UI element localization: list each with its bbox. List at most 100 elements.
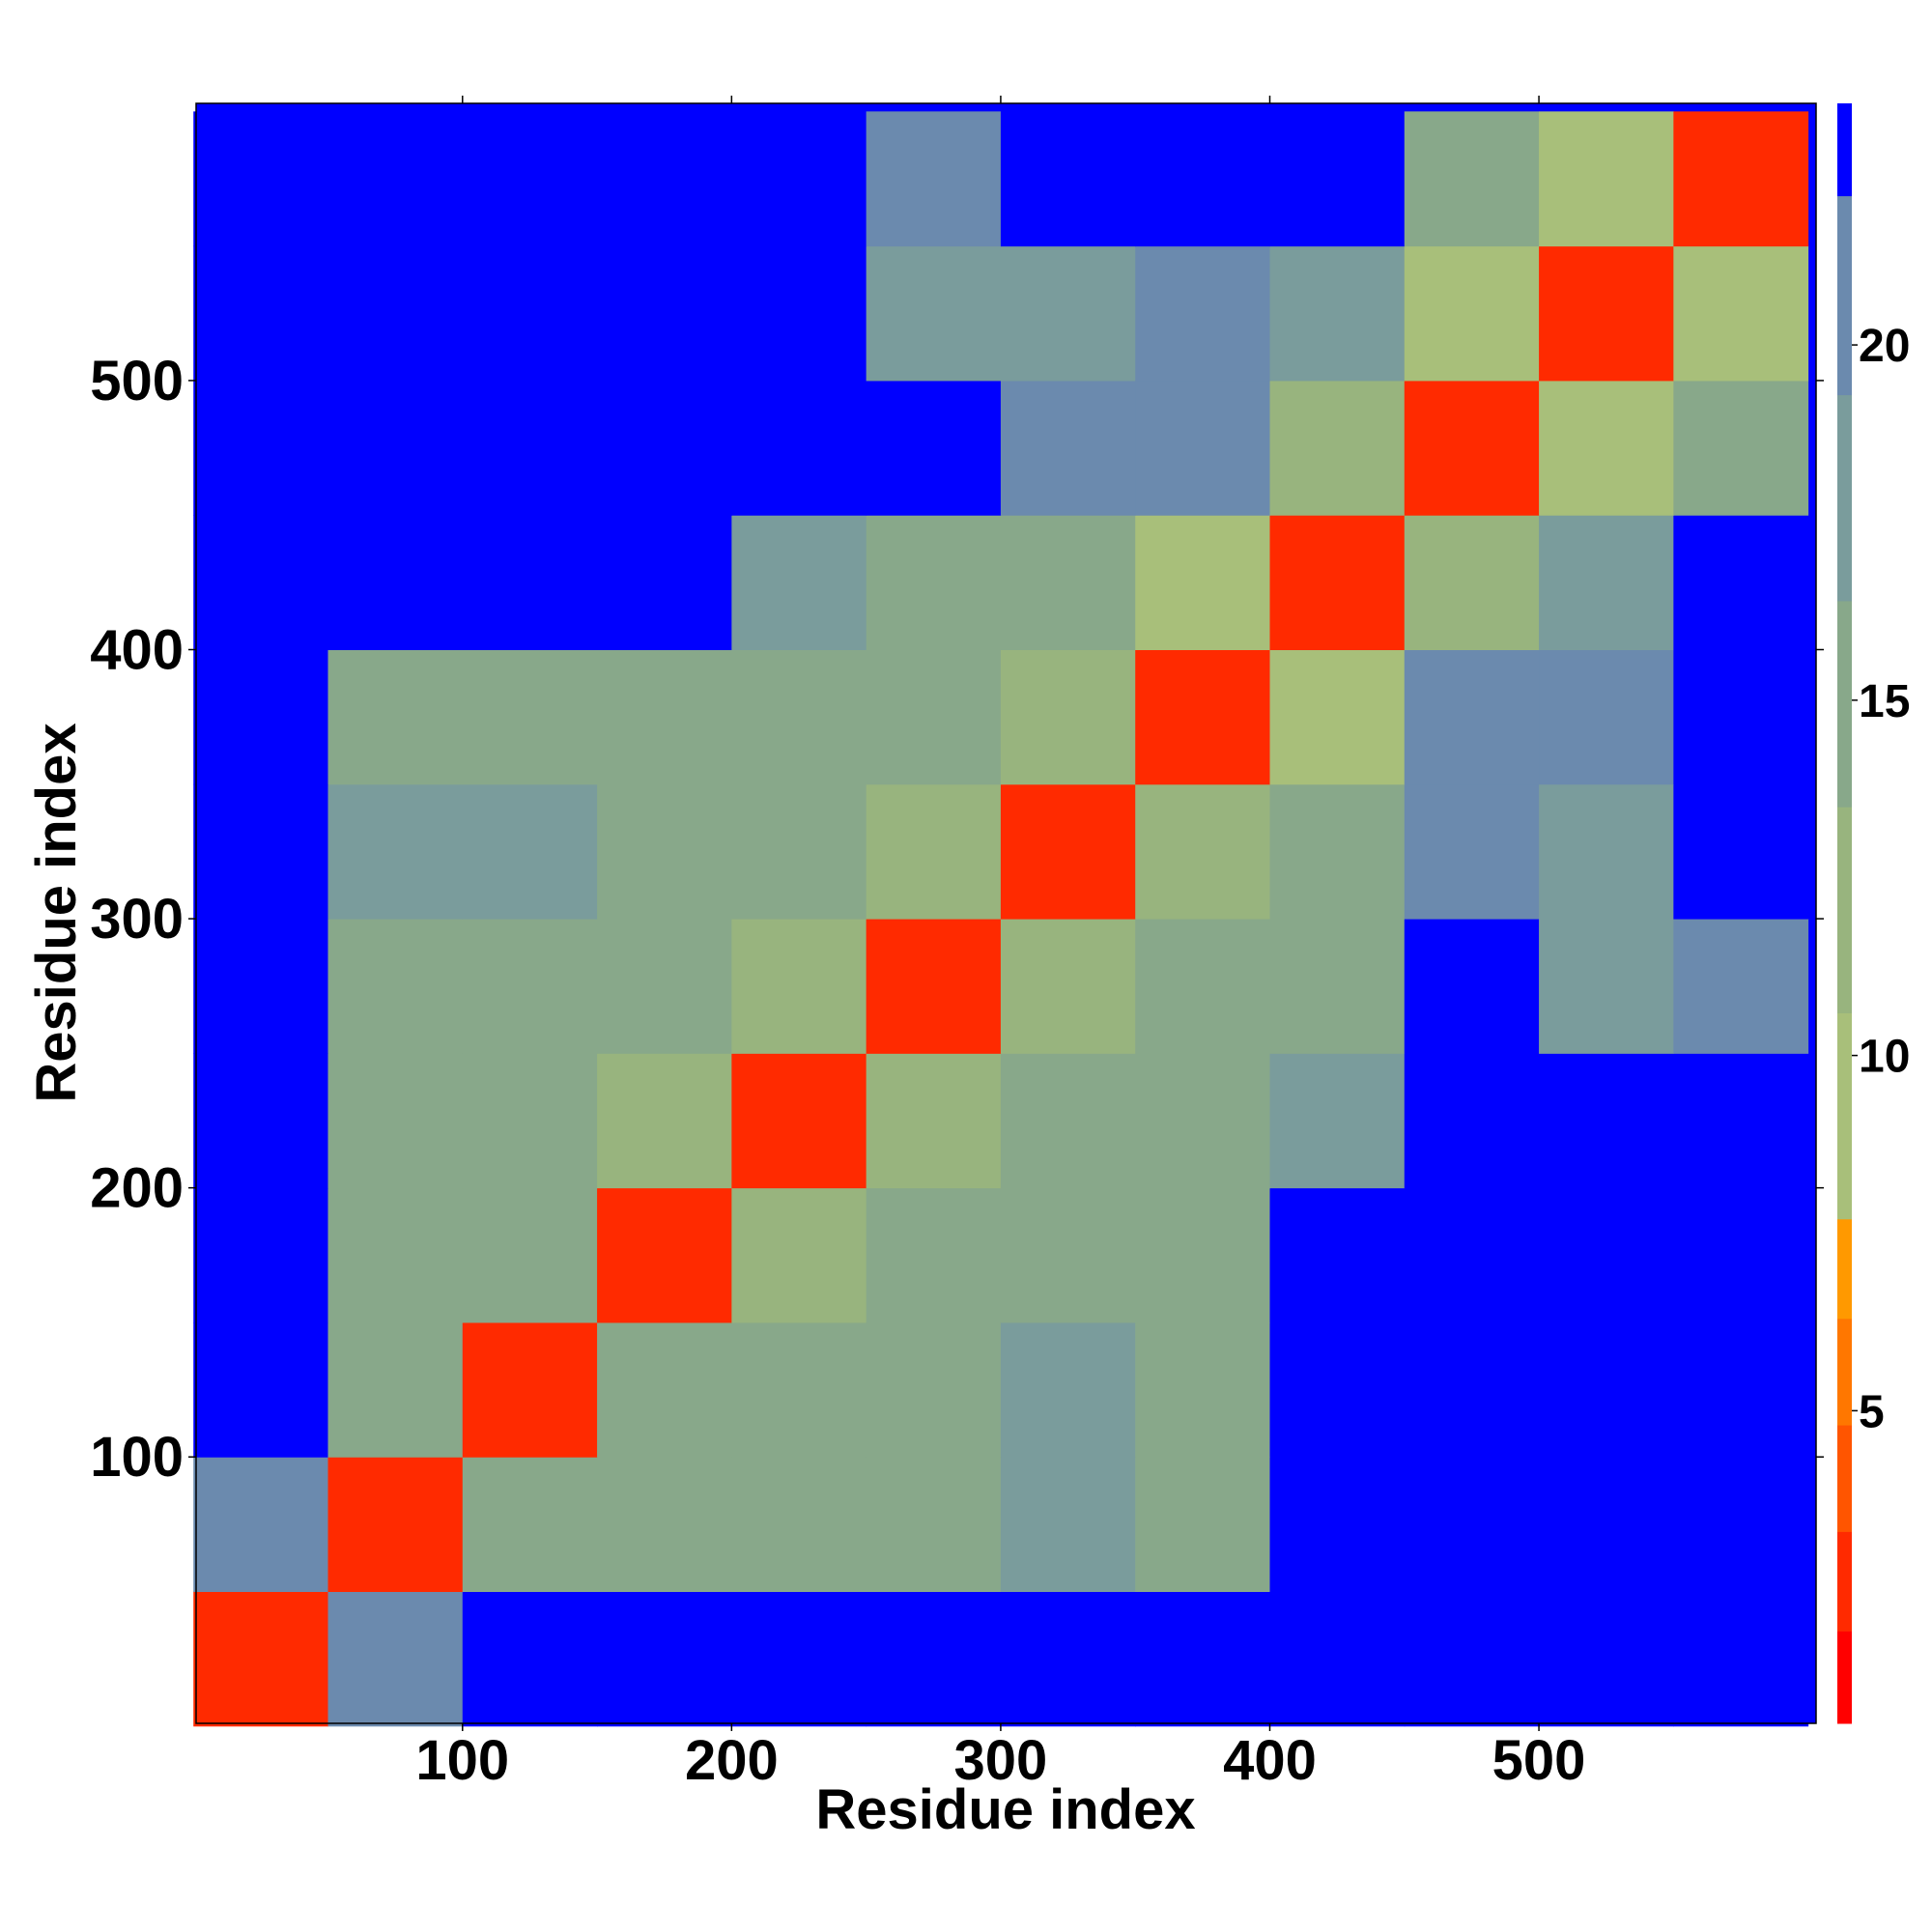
heatmap-cell <box>866 919 1002 1054</box>
heatmap-cell <box>866 111 1002 247</box>
heatmap-cell <box>462 1591 598 1727</box>
heatmap-cell <box>462 380 598 516</box>
heatmap-cell <box>1539 783 1674 920</box>
heatmap-cell <box>597 1457 732 1592</box>
heatmap-cell <box>193 380 328 516</box>
heatmap-cell <box>1269 1591 1406 1727</box>
heatmap-cell <box>597 515 732 650</box>
heatmap-cell <box>1404 245 1540 382</box>
heatmap-cell <box>1269 380 1406 516</box>
heatmap-cell <box>1000 380 1136 516</box>
heatmap-cell <box>327 515 464 650</box>
heatmap-cell <box>1673 1053 1809 1189</box>
heatmap-cell <box>327 111 464 247</box>
heatmap-cell <box>1539 1187 1674 1323</box>
heatmap-cell <box>1135 111 1270 247</box>
heatmap-cell <box>866 1187 1002 1323</box>
heatmap-cell <box>1404 1457 1540 1592</box>
colorbar-segment <box>1837 1425 1852 1532</box>
heatmap-cell <box>1269 1187 1406 1323</box>
heatmap-cell <box>866 649 1002 785</box>
heatmap-cell <box>597 783 732 920</box>
heatmap-cell <box>193 515 328 650</box>
heatmap-cell <box>327 245 464 382</box>
heatmap-cell <box>1673 1321 1809 1458</box>
x-tick-label: 500 <box>1492 1729 1586 1792</box>
heatmap-cell <box>462 515 598 650</box>
heatmap-cell <box>1673 649 1809 785</box>
heatmap-cell <box>1000 515 1136 650</box>
x-axis-label: Residue index <box>815 1778 1195 1841</box>
heatmap-cell <box>597 1591 732 1727</box>
heatmap-cell <box>1269 649 1406 785</box>
heatmap-cell <box>1269 111 1406 247</box>
heatmap-cell <box>1539 1321 1674 1458</box>
heatmap-cell <box>1404 515 1540 650</box>
heatmap-cell <box>731 515 867 650</box>
heatmap-cell <box>1000 1321 1136 1458</box>
heatmap-cell <box>1404 380 1540 516</box>
heatmap-cell <box>193 1457 328 1592</box>
heatmap-cell <box>462 919 598 1054</box>
heatmap-cell <box>731 783 867 920</box>
x-tick-label: 400 <box>1223 1729 1317 1792</box>
heatmap-cell <box>327 919 464 1054</box>
heatmap-cell <box>1135 1591 1270 1727</box>
heatmap-cell <box>731 649 867 785</box>
heatmap-cell <box>1269 1457 1406 1592</box>
colorbar-segment <box>1837 394 1852 602</box>
y-tick-label: 300 <box>90 888 184 951</box>
heatmap-cell <box>1673 919 1809 1054</box>
heatmap-cell <box>1673 245 1809 382</box>
heatmap-cell <box>1673 1591 1809 1727</box>
heatmap-cell <box>731 1321 867 1458</box>
heatmap-cell <box>597 1321 732 1458</box>
colorbar-segment <box>1837 807 1852 1013</box>
heatmap-cell <box>193 1187 328 1323</box>
heatmap-cell <box>597 1187 732 1323</box>
heatmap-cell <box>1404 783 1540 920</box>
heatmap-cell <box>1269 919 1406 1054</box>
heatmap-cell <box>1404 649 1540 785</box>
heatmap-cell <box>1404 111 1540 247</box>
heatmap-cell <box>1135 515 1270 650</box>
heatmap-cell <box>1269 1053 1406 1189</box>
heatmap-cell <box>1135 1187 1270 1323</box>
heatmap-cell <box>193 1321 328 1458</box>
colorbar-segment <box>1837 1318 1852 1426</box>
heatmap-cell <box>866 380 1002 516</box>
heatmap-cell <box>1539 649 1674 785</box>
heatmap-cell <box>462 111 598 247</box>
heatmap-cell <box>462 1457 598 1592</box>
heatmap-cell <box>193 919 328 1054</box>
colorbar-tick-label: 10 <box>1859 1032 1910 1083</box>
heatmap-cell <box>462 783 598 920</box>
heatmap-cell <box>866 783 1002 920</box>
heatmap-cell <box>327 1187 464 1323</box>
heatmap-cell <box>327 1457 464 1592</box>
heatmap-cell <box>327 783 464 920</box>
heatmap-cell <box>193 111 328 247</box>
heatmap-cell <box>731 245 867 382</box>
heatmap-cell <box>193 783 328 920</box>
heatmap-cell <box>1135 1457 1270 1592</box>
heatmap-cell <box>193 1591 328 1727</box>
heatmap-cell <box>1000 245 1136 382</box>
x-tick-label: 200 <box>685 1729 779 1792</box>
heatmap-cell <box>1269 515 1406 650</box>
heatmap-cell <box>193 1053 328 1189</box>
heatmap-cell <box>1135 380 1270 516</box>
heatmap-cell <box>193 245 328 382</box>
heatmap-cell <box>1404 1187 1540 1323</box>
x-tick-label: 100 <box>415 1729 509 1792</box>
heatmap-cell <box>866 1457 1002 1592</box>
y-tick-label: 200 <box>90 1157 184 1220</box>
heatmap-cell <box>462 649 598 785</box>
heatmap-cell <box>597 245 732 382</box>
heatmap-cell <box>731 111 867 247</box>
colorbar-segment <box>1837 1531 1852 1632</box>
heatmap-cell <box>866 1053 1002 1189</box>
heatmap-cell <box>462 1321 598 1458</box>
colorbar-segment <box>1837 103 1852 197</box>
heatmap-cell <box>1673 380 1809 516</box>
